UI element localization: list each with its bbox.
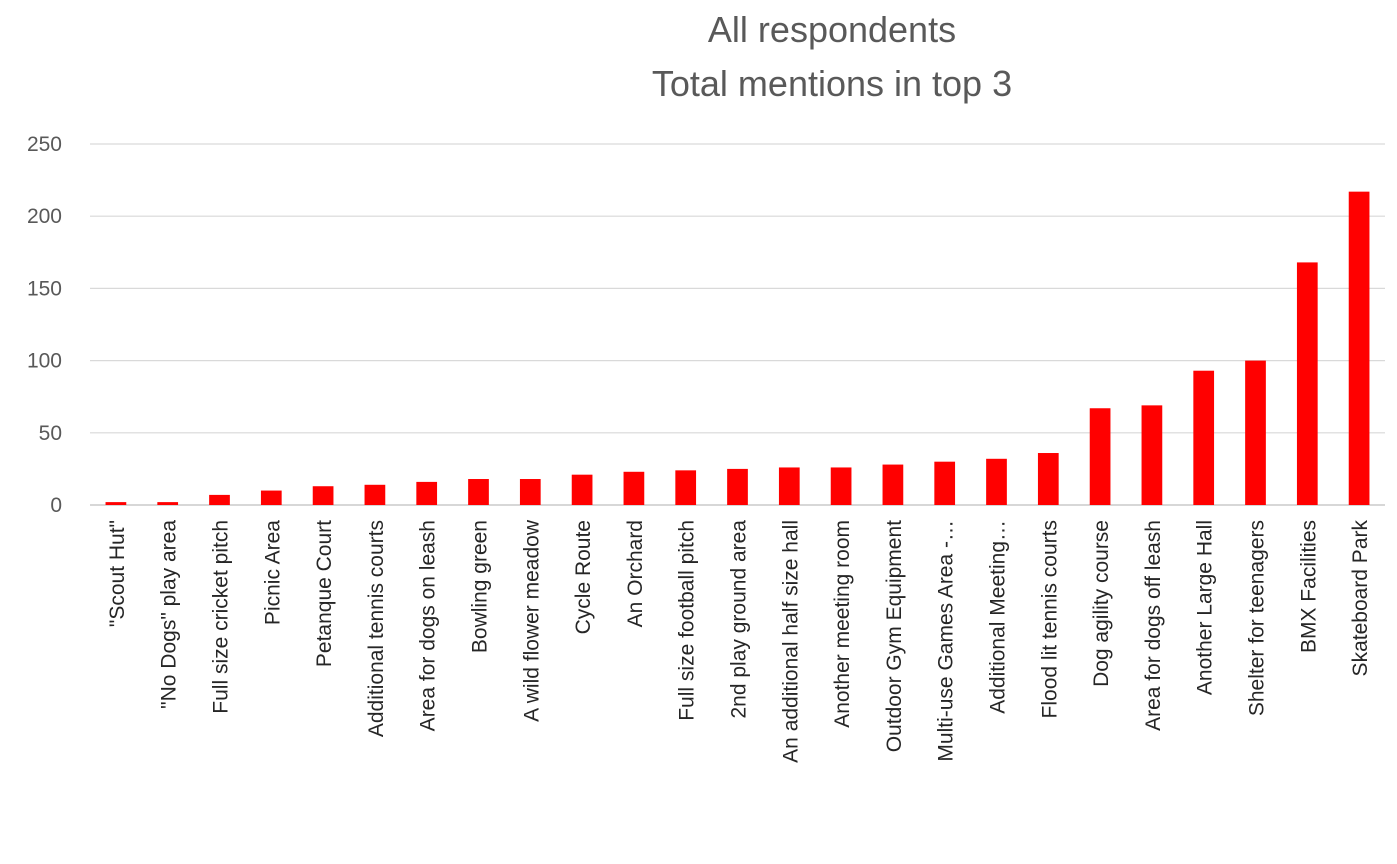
x-category-label: Skateboard Park (1349, 520, 1372, 677)
x-category-label: Another Large Hall (1194, 520, 1217, 695)
bar (675, 470, 697, 505)
bar (519, 479, 541, 505)
x-category-label: Shelter for teenagers (1246, 520, 1269, 716)
chart-title-line-2: Total mentions in top 3 (651, 63, 1013, 104)
bar (105, 502, 127, 505)
x-category-label: Cycle Route (572, 520, 595, 634)
y-tick-label: 150 (27, 277, 62, 300)
bar (260, 490, 282, 505)
x-category-label: "No Dogs" play area (158, 520, 181, 709)
x-axis-category-labels: "Scout Hut" "No Dogs" play area Full size … (106, 519, 1372, 763)
bar (623, 471, 645, 505)
y-tick-label: 0 (50, 494, 62, 517)
x-category-label: Full size football pitch (676, 520, 699, 721)
x-category-label: Another meeting room (831, 520, 854, 728)
x-category-label: "Scout Hut" (106, 520, 129, 627)
bar (364, 484, 386, 505)
gridlines (90, 143, 1385, 506)
x-category-label: Bowling green (469, 520, 492, 653)
y-tick-label: 200 (27, 205, 62, 228)
bar (1348, 191, 1370, 506)
y-tick-label: 250 (27, 133, 62, 156)
bar (1037, 453, 1059, 505)
y-tick-label: 100 (27, 350, 62, 373)
bar (1141, 405, 1163, 505)
bar (1193, 370, 1215, 505)
x-category-label: Picnic Area (261, 520, 284, 625)
bar (727, 468, 748, 505)
bar (1245, 360, 1266, 505)
bar (468, 479, 489, 505)
x-category-label: BMX Facilities (1297, 520, 1320, 653)
x-category-label: Area for dogs off leash (1142, 520, 1165, 731)
x-category-label: Flood lit tennis courts (1038, 520, 1061, 718)
x-category-label: Dog agility course (1090, 520, 1113, 687)
x-category-label: Additional tennis courts (365, 520, 388, 737)
y-axis-ticks: 0 50 100 150 200 250 (27, 133, 62, 517)
x-category-label: An additional half size hall (779, 520, 802, 763)
y-tick-label: 50 (39, 422, 62, 445)
bar (882, 464, 904, 505)
bar (778, 467, 800, 505)
x-category-label: Outdoor Gym Equipment (883, 520, 906, 752)
bar (571, 474, 593, 505)
bar (312, 486, 334, 505)
bar (1296, 262, 1318, 505)
bar (986, 458, 1007, 505)
bar (157, 502, 179, 505)
bar (830, 467, 852, 505)
bar (934, 461, 956, 505)
bar (209, 494, 230, 505)
x-category-label: Multi-use Games Area -… (935, 520, 958, 762)
x-category-label: Petanque Court (313, 520, 336, 667)
x-category-label: Area for dogs on leash (417, 520, 440, 731)
x-category-label: Additional Meeting… (987, 520, 1010, 714)
bars (105, 191, 1370, 506)
bar (416, 481, 438, 505)
x-category-label: Full size cricket pitch (210, 520, 233, 714)
x-category-label: A wild flower meadow (520, 519, 543, 722)
bar (1089, 408, 1111, 505)
chart-title-line-1: All respondents (707, 9, 957, 50)
x-category-label: An Orchard (624, 520, 647, 627)
x-category-label: 2nd play ground area (728, 520, 751, 719)
